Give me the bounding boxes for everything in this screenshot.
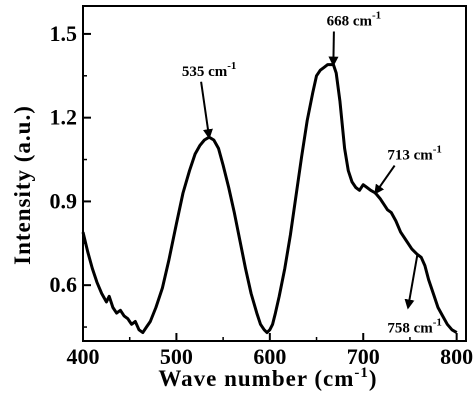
y-tick-label-0.6: 0.6 xyxy=(50,272,78,297)
x-axis-title: Wave number (cm-1) xyxy=(158,365,377,391)
x-tick-label-600: 600 xyxy=(253,344,286,369)
y-axis-title: Intensity (a.u.) xyxy=(10,105,35,265)
x-tick-label-500: 500 xyxy=(160,344,193,369)
x-tick-label-700: 700 xyxy=(347,344,380,369)
x-tick-label-800: 800 xyxy=(440,344,473,369)
x-axis-title-end: ) xyxy=(369,366,378,391)
annotation-label-0: 535 cm-1 xyxy=(182,60,237,80)
annotation-arrow-1 xyxy=(328,31,339,67)
x-tick-label-400: 400 xyxy=(67,344,100,369)
x-axis-title-main: Wave number (cm xyxy=(158,366,354,391)
plot-frame xyxy=(82,5,467,342)
y-tick-label-1.5: 1.5 xyxy=(50,21,78,46)
annotation-arrow-0 xyxy=(200,81,213,140)
y-tick-label-0.9: 0.9 xyxy=(50,188,78,213)
spectrum-line-0 xyxy=(81,63,458,335)
y-tick-label-1.2: 1.2 xyxy=(50,105,78,130)
annotation-label-1: 668 cm-1 xyxy=(327,10,382,30)
annotation-label-2: 713 cm-1 xyxy=(387,144,442,164)
annotation-arrow-3 xyxy=(404,254,419,310)
annotation-label-3: 758 cm-1 xyxy=(387,317,442,337)
annotation-arrow-2 xyxy=(374,164,396,195)
x-axis-title-sup: -1 xyxy=(354,365,369,381)
